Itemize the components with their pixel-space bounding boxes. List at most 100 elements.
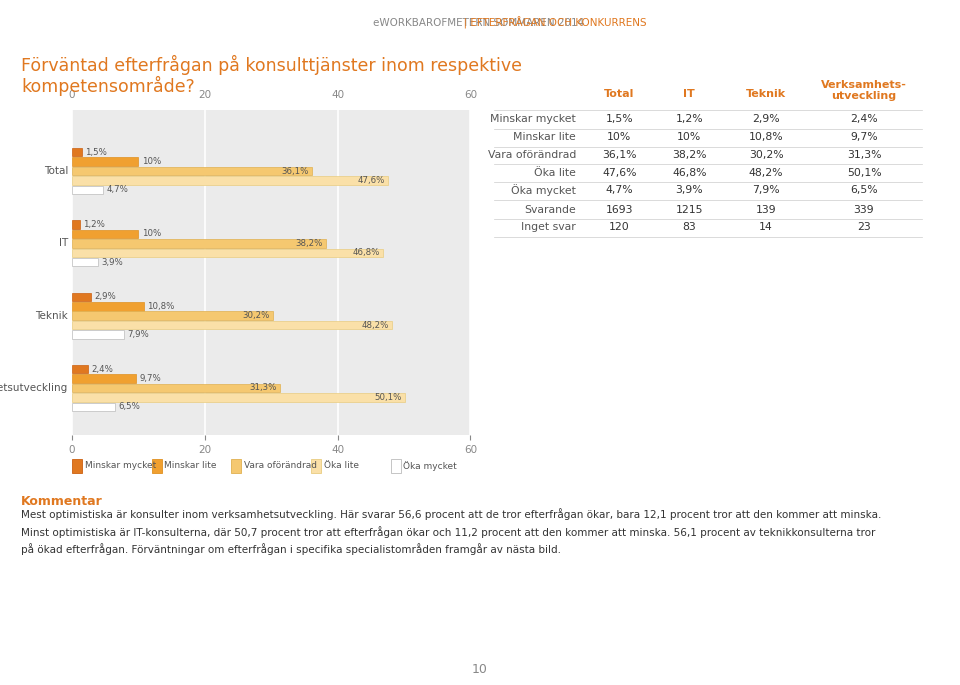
Bar	[72, 176, 388, 185]
Text: Teknik: Teknik	[36, 311, 68, 321]
Text: Mest optimistiska är konsulter inom verksamhetsutveckling. Här svarar 56,6 proce: Mest optimistiska är konsulter inom verk…	[21, 508, 881, 555]
Bar	[72, 459, 82, 473]
Bar	[72, 158, 138, 166]
Text: Kommentar: Kommentar	[21, 495, 103, 508]
Text: Total: Total	[604, 88, 635, 99]
Bar	[152, 459, 161, 473]
Text: Inget svar: Inget svar	[521, 223, 576, 232]
Text: 10: 10	[472, 664, 488, 676]
Text: Verksamhetsutveckling: Verksamhetsutveckling	[0, 383, 68, 393]
Text: 31,3%: 31,3%	[250, 384, 277, 393]
Text: 83: 83	[683, 223, 696, 232]
Text: Förväntad efterfrågan på konsulttjänster inom respektive: Förväntad efterfrågan på konsulttjänster…	[21, 55, 522, 75]
Text: 36,1%: 36,1%	[281, 166, 309, 175]
Text: Teknik: Teknik	[746, 88, 786, 99]
Bar	[72, 167, 312, 175]
Text: Minskar mycket: Minskar mycket	[491, 114, 576, 124]
Text: Svarande: Svarande	[524, 205, 576, 214]
Text: utveckling: utveckling	[831, 90, 897, 101]
Text: 339: 339	[853, 205, 875, 214]
Text: 50,1%: 50,1%	[847, 168, 881, 177]
Bar	[391, 459, 400, 473]
Text: 1,5%: 1,5%	[606, 114, 633, 124]
Text: | EFTERFRÅGAN OCH KONKURRENS: | EFTERFRÅGAN OCH KONKURRENS	[314, 16, 646, 29]
Text: 1,2%: 1,2%	[84, 220, 106, 229]
Bar	[72, 148, 82, 156]
Text: 6,5%: 6,5%	[851, 186, 877, 195]
Text: 47,6%: 47,6%	[602, 168, 636, 177]
Bar	[72, 221, 80, 229]
Text: 50,1%: 50,1%	[374, 393, 402, 402]
Text: 7,9%: 7,9%	[128, 330, 150, 339]
Bar	[72, 393, 405, 401]
Text: Verksamhets-: Verksamhets-	[821, 80, 907, 90]
Text: 4,7%: 4,7%	[107, 186, 129, 195]
Text: 1,5%: 1,5%	[85, 148, 108, 157]
Bar	[311, 459, 321, 473]
Text: 1,2%: 1,2%	[676, 114, 703, 124]
Text: Minskar lite: Minskar lite	[514, 132, 576, 142]
Text: 30,2%: 30,2%	[749, 150, 783, 160]
Text: 120: 120	[609, 223, 630, 232]
Bar	[72, 302, 144, 310]
Bar	[72, 374, 136, 383]
Text: kompetensområde?: kompetensområde?	[21, 75, 195, 96]
Bar	[72, 330, 125, 338]
Bar	[72, 249, 383, 257]
Text: Öka mycket: Öka mycket	[511, 184, 576, 197]
Bar	[72, 384, 279, 393]
Text: 10%: 10%	[607, 132, 632, 142]
Bar	[72, 321, 392, 329]
Text: 2,9%: 2,9%	[753, 114, 780, 124]
Text: 30,2%: 30,2%	[243, 311, 270, 320]
Text: 23: 23	[857, 223, 871, 232]
Text: Öka lite: Öka lite	[324, 461, 359, 471]
Text: 38,2%: 38,2%	[296, 239, 323, 248]
Bar	[72, 186, 104, 194]
Text: 139: 139	[756, 205, 777, 214]
Text: 48,2%: 48,2%	[362, 321, 390, 329]
Text: 1215: 1215	[676, 205, 703, 214]
Text: Minskar mycket: Minskar mycket	[84, 461, 156, 471]
Text: 2,4%: 2,4%	[91, 364, 113, 374]
Text: 46,8%: 46,8%	[672, 168, 707, 177]
Text: Minskar lite: Minskar lite	[164, 461, 217, 471]
Text: IT: IT	[59, 238, 68, 249]
Text: Öka mycket: Öka mycket	[403, 461, 457, 471]
Text: Total: Total	[43, 166, 68, 176]
Bar	[72, 312, 273, 320]
Text: 3,9%: 3,9%	[676, 186, 703, 195]
Text: 36,1%: 36,1%	[602, 150, 636, 160]
Text: Vara oförändrad: Vara oförändrad	[488, 150, 576, 160]
Text: 14: 14	[759, 223, 773, 232]
Text: 10%: 10%	[142, 229, 161, 238]
Bar	[72, 258, 98, 266]
Text: 38,2%: 38,2%	[672, 150, 707, 160]
Text: Vara oförändrad: Vara oförändrad	[244, 461, 317, 471]
Bar	[72, 403, 115, 411]
Text: 9,7%: 9,7%	[140, 374, 161, 383]
Text: 46,8%: 46,8%	[352, 248, 380, 258]
Bar	[72, 365, 88, 373]
Text: 10,8%: 10,8%	[147, 302, 175, 311]
Text: 10%: 10%	[142, 157, 161, 166]
Bar	[231, 459, 241, 473]
Bar	[72, 229, 138, 238]
Text: Öka lite: Öka lite	[534, 168, 576, 177]
Text: 4,7%: 4,7%	[606, 186, 633, 195]
Text: 2,4%: 2,4%	[851, 114, 877, 124]
Text: 10,8%: 10,8%	[749, 132, 783, 142]
Text: 2,9%: 2,9%	[95, 292, 116, 301]
Text: 47,6%: 47,6%	[358, 176, 385, 185]
Text: 3,9%: 3,9%	[101, 258, 123, 266]
Text: 9,7%: 9,7%	[851, 132, 877, 142]
Text: IT: IT	[684, 88, 695, 99]
Text: 7,9%: 7,9%	[753, 186, 780, 195]
Bar	[72, 239, 325, 247]
Text: 6,5%: 6,5%	[118, 402, 140, 411]
Text: 31,3%: 31,3%	[847, 150, 881, 160]
Text: 1693: 1693	[606, 205, 633, 214]
Bar	[72, 292, 91, 301]
Text: 10%: 10%	[677, 132, 702, 142]
Text: 48,2%: 48,2%	[749, 168, 783, 177]
